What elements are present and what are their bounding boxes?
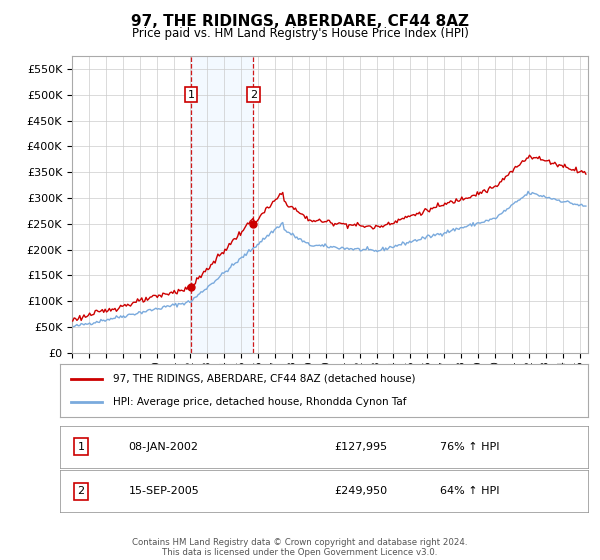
Text: 64% ↑ HPI: 64% ↑ HPI [440, 487, 500, 496]
Text: 2: 2 [77, 487, 85, 496]
Text: 97, THE RIDINGS, ABERDARE, CF44 8AZ (detached house): 97, THE RIDINGS, ABERDARE, CF44 8AZ (det… [113, 374, 415, 384]
Text: 76% ↑ HPI: 76% ↑ HPI [440, 442, 500, 451]
Bar [191, 56, 253, 353]
Text: 2: 2 [250, 90, 257, 100]
Text: £249,950: £249,950 [335, 487, 388, 496]
Text: 1: 1 [188, 90, 194, 100]
Text: 1: 1 [77, 442, 85, 451]
Text: £127,995: £127,995 [335, 442, 388, 451]
Text: 97, THE RIDINGS, ABERDARE, CF44 8AZ: 97, THE RIDINGS, ABERDARE, CF44 8AZ [131, 14, 469, 29]
Text: HPI: Average price, detached house, Rhondda Cynon Taf: HPI: Average price, detached house, Rhon… [113, 397, 406, 407]
Text: 15-SEP-2005: 15-SEP-2005 [128, 487, 199, 496]
Text: Price paid vs. HM Land Registry's House Price Index (HPI): Price paid vs. HM Land Registry's House … [131, 27, 469, 40]
Text: Contains HM Land Registry data © Crown copyright and database right 2024.
This d: Contains HM Land Registry data © Crown c… [132, 538, 468, 557]
Text: 08-JAN-2002: 08-JAN-2002 [128, 442, 199, 451]
